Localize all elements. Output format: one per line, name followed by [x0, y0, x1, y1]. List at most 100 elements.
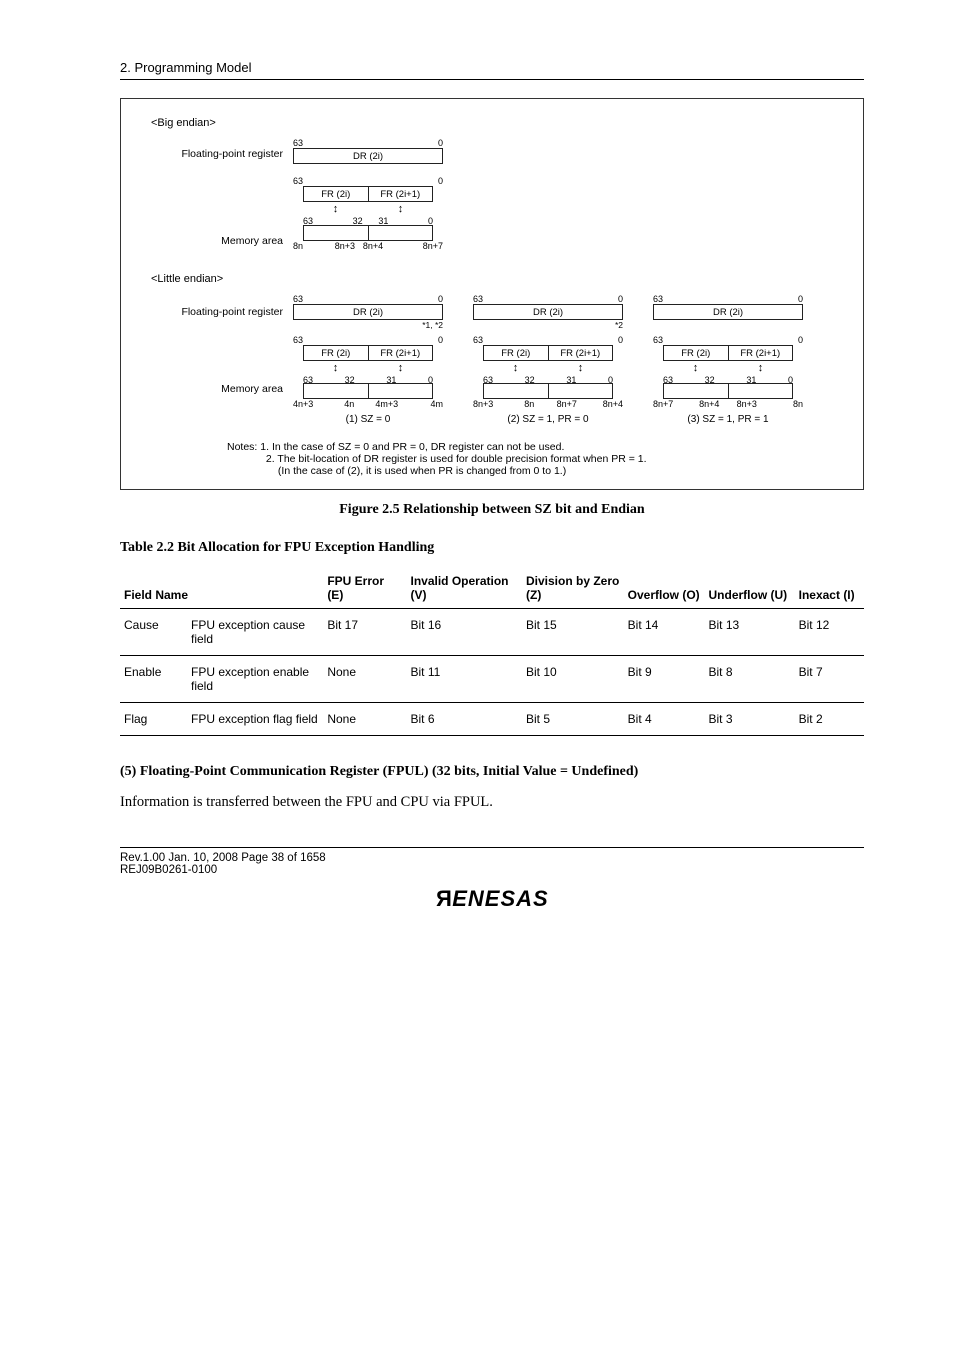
cell: Bit 4	[624, 703, 705, 736]
cell: Bit 3	[705, 703, 795, 736]
cell: Cause	[120, 609, 187, 656]
cell: Bit 11	[406, 656, 522, 703]
cell: Bit 8	[705, 656, 795, 703]
reg-cell: DR (2i)	[474, 305, 622, 319]
mem-addr: 8n+7	[548, 399, 586, 409]
bit-num: 0	[438, 294, 443, 304]
mem-cell	[368, 384, 433, 398]
fp-reg-label: Floating-point register	[151, 148, 283, 164]
updown-icon: ↕	[333, 362, 339, 375]
col-head: Field Name	[120, 568, 323, 609]
bit-num: 63	[293, 335, 303, 345]
updown-icon: ↕	[398, 203, 404, 216]
cell: Bit 5	[522, 703, 624, 736]
mem-addr: 8n+4	[586, 399, 624, 409]
table-row: Enable FPU exception enable field None B…	[120, 656, 864, 703]
table-title: Table 2.2 Bit Allocation for FPU Excepti…	[120, 540, 864, 556]
mem-cell	[304, 226, 368, 240]
memory-label: Memory area	[151, 235, 283, 251]
col-head: Overflow (O)	[624, 568, 705, 609]
fp-reg-label: Floating-point register	[151, 294, 283, 322]
mem-addr: 8n+3	[473, 399, 511, 409]
cell: Bit 15	[522, 609, 624, 656]
mem-addr: 8n+3	[303, 241, 355, 251]
cell: Bit 6	[406, 703, 522, 736]
bit-num: 63	[653, 335, 663, 345]
col-head: Inexact (I)	[795, 568, 864, 609]
memory-label: Memory area	[151, 383, 283, 399]
cell: FPU exception flag field	[187, 703, 323, 736]
mem-cell	[304, 384, 368, 398]
reg-cell: FR (2i)	[304, 346, 368, 360]
exception-table: Field Name FPU Error (E) Invalid Operati…	[120, 568, 864, 736]
reg-cell: FR (2i)	[304, 187, 368, 201]
mem-cell	[548, 384, 613, 398]
bit-num: 63	[293, 138, 303, 148]
cell: Bit 7	[795, 656, 864, 703]
cell: FPU exception enable field	[187, 656, 323, 703]
renesas-logo: RRENESASENESAS	[120, 886, 864, 912]
note-text: 1. In the case of SZ = 0 and PR = 0, DR …	[260, 441, 564, 453]
reg-cell: FR (2i+1)	[368, 187, 433, 201]
mem-addr: 8n	[293, 241, 303, 251]
reg-cell: DR (2i)	[294, 149, 442, 163]
bit-num: 0	[618, 335, 623, 345]
col-head: Division by Zero (Z)	[522, 568, 624, 609]
case-caption: (2) SZ = 1, PR = 0	[473, 414, 623, 426]
cell: Flag	[120, 703, 187, 736]
mem-addr: 8n+3	[728, 399, 766, 409]
reg-cell: FR (2i+1)	[728, 346, 793, 360]
endian-diagram: <Big endian> Floating-point register 630…	[120, 98, 864, 490]
reg-cell: FR (2i)	[664, 346, 728, 360]
col-head: Underflow (U)	[705, 568, 795, 609]
note-text: (In the case of (2), it is used when PR …	[278, 465, 566, 477]
cell: Bit 16	[406, 609, 522, 656]
mem-addr: 8n+4	[355, 241, 391, 251]
table-header-row: Field Name FPU Error (E) Invalid Operati…	[120, 568, 864, 609]
bit-num: 0	[798, 335, 803, 345]
bit-num: 0	[798, 294, 803, 304]
mem-cell	[664, 384, 728, 398]
cell: Bit 17	[323, 609, 406, 656]
cell: Bit 10	[522, 656, 624, 703]
cell: Bit 2	[795, 703, 864, 736]
footer-doc: REJ09B0261-0100	[120, 864, 864, 876]
updown-icon: ↕	[758, 362, 764, 375]
mem-cell	[728, 384, 793, 398]
bit-num: 63	[293, 294, 303, 304]
mem-cell	[484, 384, 548, 398]
cell: Bit 9	[624, 656, 705, 703]
col-head: Invalid Operation (V)	[406, 568, 522, 609]
updown-icon: ↕	[398, 362, 404, 375]
table-row: Cause FPU exception cause field Bit 17 B…	[120, 609, 864, 656]
page-header: 2. Programming Model	[120, 60, 864, 80]
bit-num: 0	[438, 138, 443, 148]
cell: None	[323, 656, 406, 703]
case-caption: (1) SZ = 0	[293, 414, 443, 426]
case-caption: (3) SZ = 1, PR = 1	[653, 414, 803, 426]
figure-caption: Figure 2.5 Relationship between SZ bit a…	[120, 502, 864, 518]
footer-rev: Rev.1.00 Jan. 10, 2008 Page 38 of 1658	[120, 852, 864, 864]
mem-addr: 4m	[406, 399, 444, 409]
bit-num: 0	[438, 335, 443, 345]
mem-addr: 8n	[511, 399, 549, 409]
mem-addr: 8n+7	[391, 241, 443, 251]
page-footer: Rev.1.00 Jan. 10, 2008 Page 38 of 1658 R…	[120, 847, 864, 876]
swap-note: *1, *2	[293, 321, 443, 331]
mem-addr: 8n+7	[653, 399, 691, 409]
reg-cell: DR (2i)	[294, 305, 442, 319]
mem-cell	[368, 226, 433, 240]
mem-addr: 8n+4	[691, 399, 729, 409]
little-endian-label: <Little endian>	[151, 273, 847, 286]
reg-cell: FR (2i+1)	[368, 346, 433, 360]
body-paragraph: Information is transferred between the F…	[120, 794, 864, 811]
bit-num: 0	[438, 176, 443, 186]
reg-cell: FR (2i+1)	[548, 346, 613, 360]
swap-note: *2	[473, 321, 623, 331]
updown-icon: ↕	[513, 362, 519, 375]
col-head: FPU Error (E)	[323, 568, 406, 609]
table-row: Flag FPU exception flag field None Bit 6…	[120, 703, 864, 736]
updown-icon: ↕	[333, 203, 339, 216]
cell: None	[323, 703, 406, 736]
cell: Bit 14	[624, 609, 705, 656]
